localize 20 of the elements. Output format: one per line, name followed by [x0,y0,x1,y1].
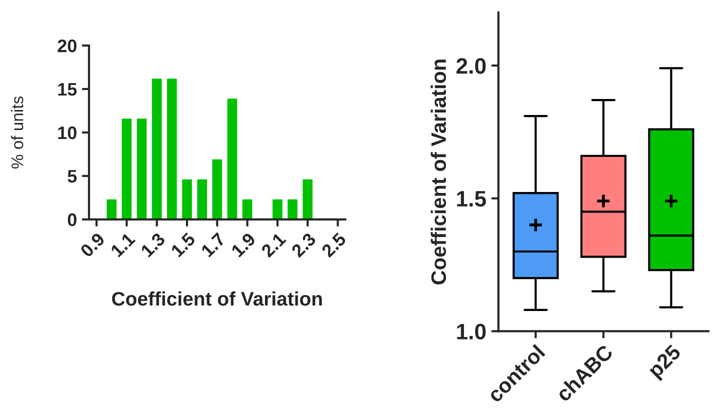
y-tick-label: 15 [58,83,77,96]
x-tick-label: 2.3 [290,232,317,258]
x-tick-label: 1.3 [140,232,166,258]
y-axis-title: % of units [11,96,24,168]
x-tick-label: 1.7 [200,232,226,258]
y-tick-label: 0 [68,213,76,226]
x-tick-label: 1.1 [110,232,136,258]
y-tick-label: 10 [58,126,76,140]
x-tick-label: 1.5 [170,232,196,258]
y-axis-title: Coefficient of Variation [430,60,446,284]
x-tick-label: 0.9 [80,232,106,258]
x-axis-title: Coefficient of Variation [112,291,322,306]
x-tick-label: 1.9 [230,232,256,258]
x-tick-label: 2.1 [260,232,286,258]
y-tick-label: 20 [58,39,76,52]
y-tick-label: 1.5 [457,191,486,207]
y-tick-label: 2.0 [456,58,486,74]
y-tick-label: 5 [68,170,77,183]
y-tick-label: 1.0 [457,324,486,340]
x-tick-label: 2.5 [320,232,347,258]
